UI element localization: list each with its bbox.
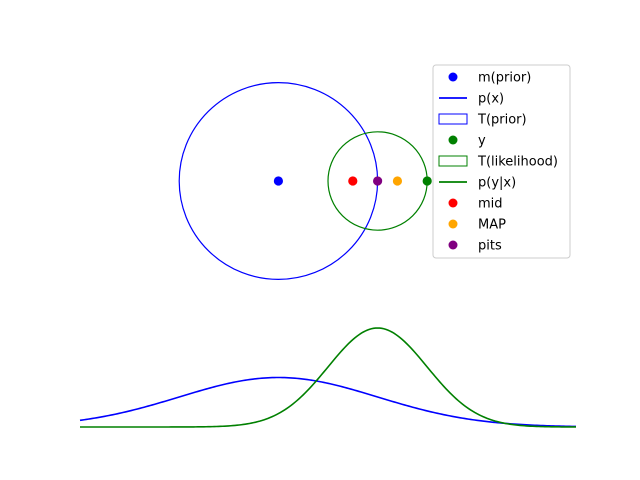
legend-patch-t-prior	[438, 113, 468, 125]
curve-p-y-x	[80, 327, 577, 428]
legend-label-y: y	[478, 134, 486, 149]
legend-entry-map: MAP	[448, 218, 506, 233]
legend-marker-map	[448, 219, 458, 229]
bottom-panel	[79, 327, 577, 428]
legend-entry-t-prior: T(prior)	[438, 113, 527, 128]
point-y	[422, 176, 432, 186]
point-pits	[373, 176, 383, 186]
legend-entry-m-prior: m(prior)	[448, 71, 531, 86]
legend-label-m-prior: m(prior)	[478, 71, 531, 86]
legend-entry-p-x: p(x)	[439, 92, 504, 107]
point-map	[392, 176, 403, 186]
legend-marker-pits	[448, 240, 458, 250]
legend-entry-y: y	[448, 134, 486, 149]
legend-label-t-prior: T(prior)	[477, 113, 527, 128]
legend-label-map: MAP	[478, 218, 506, 233]
legend-patch-t-likelihood	[438, 155, 468, 167]
legend-entry-mid: mid	[448, 197, 503, 212]
point-m-prior	[273, 176, 283, 186]
curve-p-x	[79, 376, 577, 428]
legend-label-p-x: p(x)	[478, 92, 504, 107]
legend-label-p-y-x: p(y|x)	[478, 176, 516, 191]
legend-entry-pits: pits	[448, 239, 502, 254]
legend-frame	[432, 64, 571, 259]
point-mid	[348, 176, 358, 186]
legend: m(prior) p(x) T(prior) y T(likelihood) p(y|x)…	[432, 64, 571, 259]
legend-marker-mid	[448, 198, 458, 208]
legend-label-pits: pits	[478, 239, 502, 254]
legend-entry-p-y-x: p(y|x)	[439, 176, 516, 191]
legend-entry-t-likelihood: T(likelihood)	[438, 155, 558, 170]
legend-label-mid: mid	[478, 197, 503, 212]
top-panel	[178, 81, 432, 281]
legend-marker-y	[448, 135, 458, 145]
legend-marker-m-prior	[448, 72, 458, 82]
legend-label-t-likelihood: T(likelihood)	[477, 155, 558, 170]
